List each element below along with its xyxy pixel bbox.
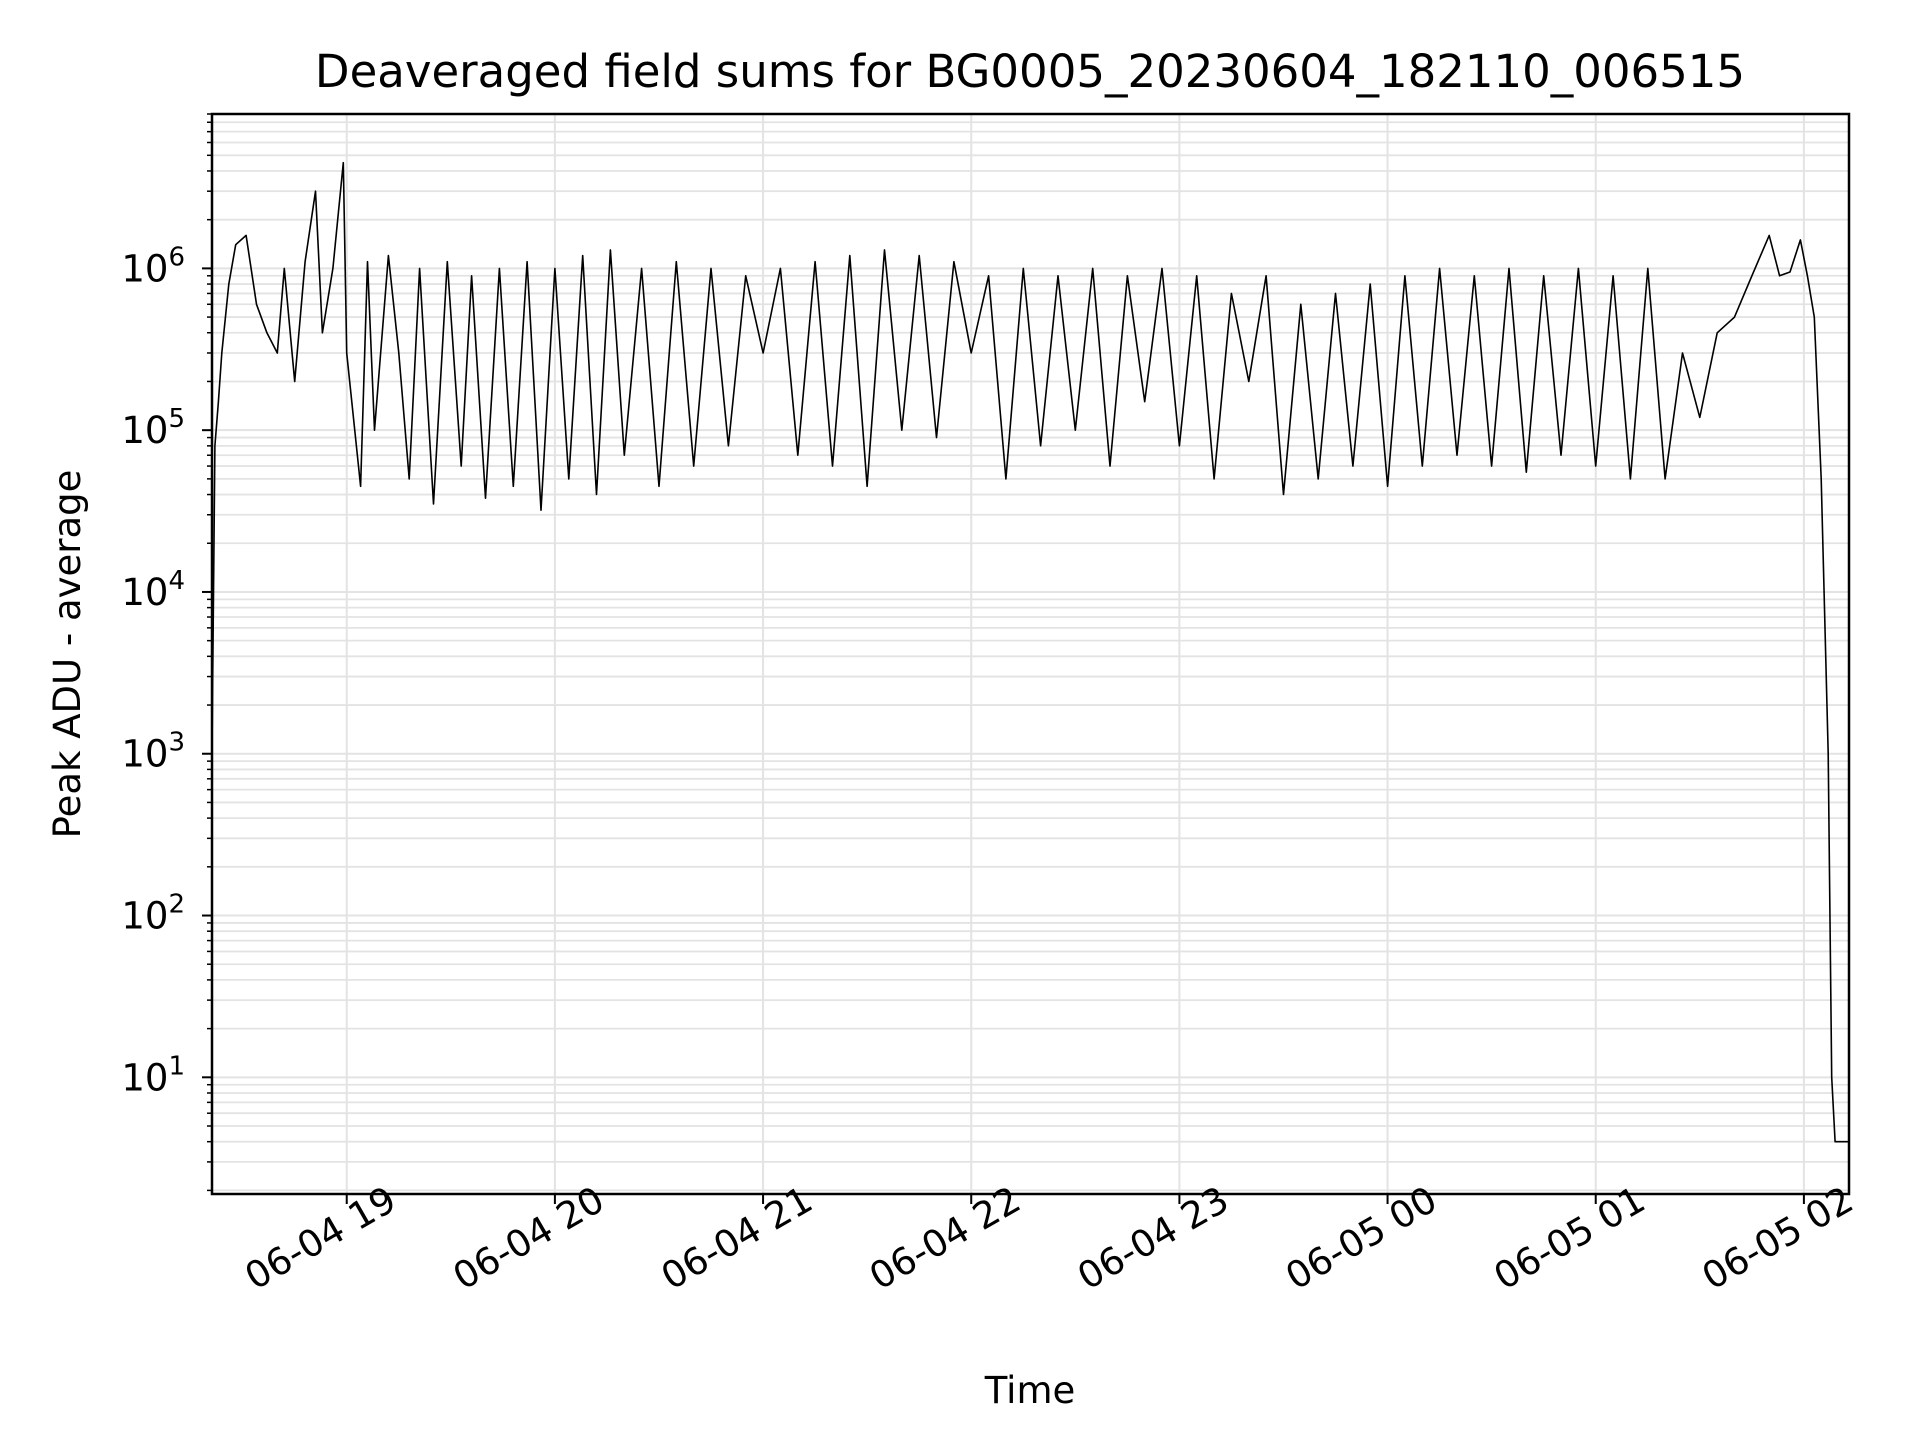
y-tick-label: 105 <box>121 404 185 452</box>
y-tick-label: 102 <box>121 890 185 938</box>
y-tick-label: 106 <box>121 242 185 290</box>
y-tick-label: 104 <box>121 566 185 614</box>
plot-frame <box>210 112 1851 1196</box>
grid <box>212 113 1849 1194</box>
y-axis: 101 102 103 104 105 106 <box>121 113 212 1192</box>
x-axis-label: Time <box>984 1369 1076 1412</box>
series <box>211 161 1849 1143</box>
y-tick-label: 101 <box>121 1051 185 1099</box>
series-line <box>211 161 1849 1143</box>
y-tick-label: 103 <box>121 728 185 776</box>
chart-title: Deaveraged field sums for BG0005_2023060… <box>315 45 1745 98</box>
y-axis-label: Peak ADU - average <box>46 470 89 839</box>
